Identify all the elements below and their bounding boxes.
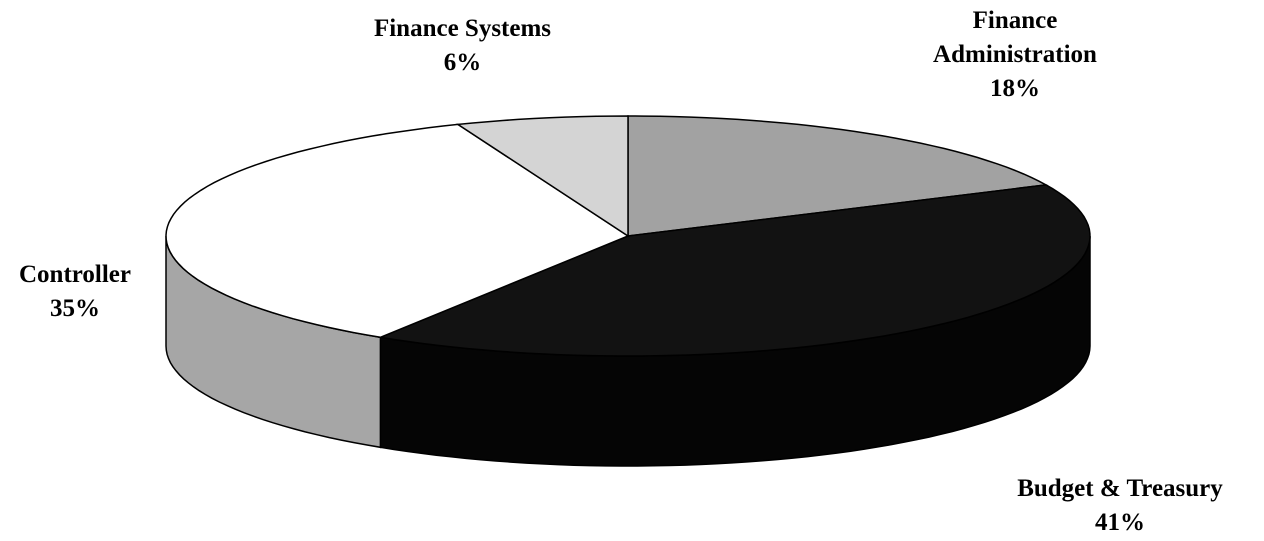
category-label: Finance Systems bbox=[373, 15, 552, 42]
slice bbox=[455, 115, 629, 238]
slice bbox=[377, 184, 1091, 357]
category-label: Controller bbox=[18, 261, 131, 288]
value-label: 41% bbox=[1095, 509, 1145, 536]
slice bbox=[165, 123, 630, 339]
slice-label: Budget & Treasury 41% bbox=[970, 472, 1264, 540]
value-label: 6% bbox=[443, 49, 482, 76]
category-label: Budget & Treasury bbox=[1017, 475, 1223, 502]
category-label: Finance Administration bbox=[933, 7, 1097, 68]
value-label: 35% bbox=[50, 295, 100, 322]
slice-label: Controller 35% bbox=[0, 258, 150, 326]
slice bbox=[627, 115, 1049, 237]
value-label: 18% bbox=[990, 75, 1040, 102]
slice-label: Finance Administration 18% bbox=[925, 4, 1105, 106]
slice-label: Finance Systems 6% bbox=[330, 12, 595, 80]
